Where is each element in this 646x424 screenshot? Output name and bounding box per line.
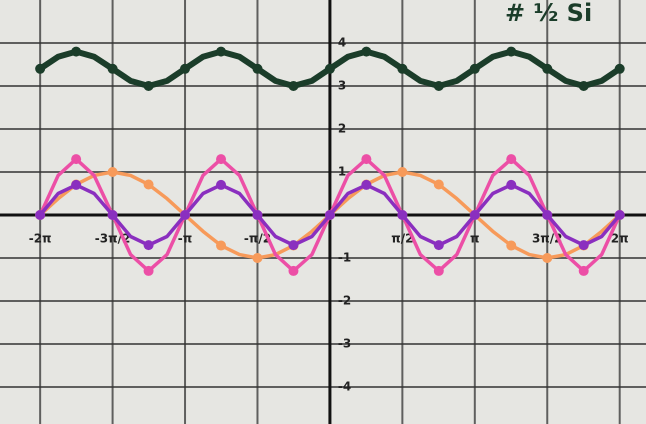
point — [542, 210, 553, 221]
point — [252, 253, 263, 264]
y-tick-label: 2 — [338, 122, 346, 136]
point — [216, 154, 227, 165]
point — [107, 210, 118, 221]
point — [433, 240, 444, 251]
point — [180, 210, 191, 221]
point — [433, 179, 444, 190]
point — [216, 240, 227, 251]
point — [288, 240, 299, 251]
point — [143, 179, 154, 190]
point — [578, 81, 589, 92]
point — [71, 46, 82, 57]
x-tick-label: 2π — [611, 232, 629, 246]
point — [361, 179, 372, 190]
point — [361, 154, 372, 165]
point — [143, 265, 154, 276]
point — [216, 179, 227, 190]
point — [506, 154, 517, 165]
x-tick-label: π — [470, 232, 480, 246]
point — [397, 63, 408, 74]
point — [506, 240, 517, 251]
point — [252, 63, 263, 74]
point — [614, 63, 625, 74]
point — [35, 63, 46, 74]
x-tick-label: -π — [178, 232, 192, 246]
y-tick-label: -3 — [338, 337, 351, 351]
point — [288, 265, 299, 276]
x-tick-label: -2π — [29, 232, 52, 246]
x-tick-label: -π/2 — [244, 232, 271, 246]
y-tick-label: 4 — [338, 36, 346, 50]
y-tick-label: -1 — [338, 251, 351, 265]
point — [506, 179, 517, 190]
point — [71, 179, 82, 190]
point — [107, 63, 118, 74]
annotation: # ½ Si — [505, 0, 592, 27]
y-tick-label: 1 — [338, 165, 346, 179]
point — [324, 210, 335, 221]
point — [107, 167, 118, 178]
point — [542, 63, 553, 74]
x-tick-label: π/2 — [391, 232, 413, 246]
y-tick-label: -4 — [338, 380, 351, 394]
point — [433, 81, 444, 92]
point — [180, 63, 191, 74]
point — [433, 265, 444, 276]
point — [614, 210, 625, 221]
point — [506, 46, 517, 57]
point — [288, 81, 299, 92]
y-tick-label: 3 — [338, 79, 346, 93]
point — [143, 81, 154, 92]
point — [361, 46, 372, 57]
point — [397, 210, 408, 221]
point — [71, 154, 82, 165]
point — [397, 167, 408, 178]
point — [216, 46, 227, 57]
point — [324, 63, 335, 74]
point — [35, 210, 46, 221]
point — [469, 210, 480, 221]
point — [578, 240, 589, 251]
point — [143, 240, 154, 251]
point — [578, 265, 589, 276]
point — [252, 210, 263, 221]
point — [542, 253, 553, 264]
y-tick-label: -2 — [338, 294, 351, 308]
point — [469, 63, 480, 74]
